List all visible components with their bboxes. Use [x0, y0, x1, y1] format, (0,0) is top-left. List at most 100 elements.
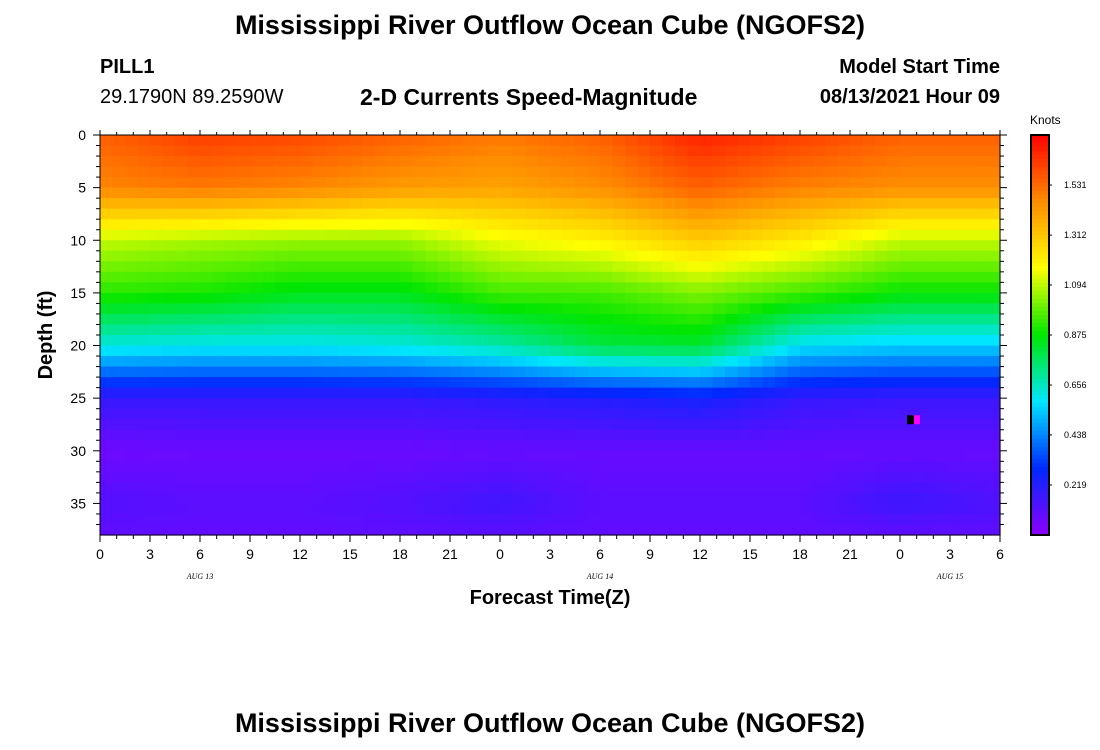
heatmap-cell	[687, 219, 701, 231]
heatmap-cell	[962, 377, 976, 389]
heatmap-cell	[687, 429, 701, 441]
heatmap-cell	[662, 461, 676, 473]
heatmap-cell	[725, 292, 739, 305]
heatmap-cell	[175, 461, 189, 473]
heatmap-cell	[562, 471, 576, 483]
heatmap-cell	[887, 419, 901, 431]
heatmap-cell	[650, 524, 664, 536]
heatmap-cell	[762, 208, 776, 220]
heatmap-cell	[375, 503, 389, 515]
heatmap-cell	[587, 513, 601, 526]
heatmap-cell	[200, 461, 214, 473]
heatmap-cell	[112, 229, 126, 241]
heatmap-cell	[887, 366, 901, 378]
heatmap-cell	[350, 240, 364, 252]
heatmap-cell	[612, 513, 626, 526]
heatmap-cell	[362, 366, 376, 378]
heatmap-cell	[725, 282, 739, 294]
heatmap-cell	[400, 177, 414, 189]
heatmap-cell	[525, 198, 539, 210]
heatmap-cell	[125, 482, 139, 494]
heatmap-cell	[375, 524, 389, 536]
heatmap-cell	[975, 187, 989, 199]
heatmap-cell	[437, 282, 451, 294]
heatmap-cell	[175, 335, 189, 347]
heatmap-cell	[112, 482, 126, 494]
heatmap-cell	[937, 261, 951, 273]
heatmap-cell	[275, 250, 289, 262]
heatmap-cell	[375, 219, 389, 231]
heatmap-cell	[425, 156, 439, 168]
heatmap-cell	[975, 366, 989, 378]
heatmap-cell	[587, 377, 601, 389]
heatmap-cell	[587, 524, 601, 536]
heatmap-cell	[562, 387, 576, 399]
heatmap-cell	[787, 492, 801, 505]
heatmap-cell	[650, 503, 664, 515]
heatmap-cell	[700, 208, 714, 220]
heatmap-cell	[650, 450, 664, 462]
heatmap-cell	[762, 282, 776, 294]
heatmap-cell	[312, 145, 326, 157]
heatmap-cell	[662, 292, 676, 305]
heatmap-cell	[675, 461, 689, 473]
heatmap-cell	[950, 377, 964, 389]
heatmap-cell	[200, 398, 214, 410]
heatmap-cell	[737, 356, 751, 368]
heatmap-cell	[912, 261, 926, 273]
heatmap-cell	[462, 324, 476, 336]
heatmap-cell	[925, 513, 939, 526]
heatmap-cell	[537, 366, 551, 378]
heatmap-cell	[237, 492, 251, 505]
heatmap-cell	[387, 313, 401, 326]
heatmap-cell	[162, 240, 176, 252]
heatmap-cell	[750, 524, 764, 536]
heatmap-cell	[400, 503, 414, 515]
heatmap-cell	[375, 492, 389, 505]
colorbar-cell	[1031, 391, 1049, 396]
heatmap-cell	[175, 482, 189, 494]
heatmap-cell	[412, 513, 426, 526]
heatmap-cell	[462, 440, 476, 452]
heatmap-cell	[875, 471, 889, 483]
heatmap-cell	[187, 282, 201, 294]
heatmap-cell	[237, 261, 251, 273]
heatmap-cell	[537, 461, 551, 473]
heatmap-cell	[575, 419, 589, 431]
heatmap-cell	[550, 440, 564, 452]
heatmap-cell	[350, 408, 364, 420]
heatmap-cell	[475, 250, 489, 262]
heatmap-cell	[162, 419, 176, 431]
x-axis-label: Forecast Time(Z)	[470, 587, 631, 609]
heatmap-cell	[975, 271, 989, 283]
heatmap-cell	[925, 229, 939, 241]
heatmap-cell	[512, 313, 526, 326]
heatmap-cell	[925, 208, 939, 220]
heatmap-cell	[662, 240, 676, 252]
heatmap-cell	[325, 324, 339, 336]
heatmap-cell	[937, 366, 951, 378]
heatmap-cell	[612, 429, 626, 441]
heatmap-cell	[400, 313, 414, 326]
heatmap-cell	[375, 208, 389, 220]
heatmap-cell	[737, 261, 751, 273]
heatmap-cell	[900, 482, 914, 494]
heatmap-cell	[812, 198, 826, 210]
heatmap-cell	[750, 461, 764, 473]
heatmap-cell	[150, 450, 164, 462]
heatmap-cell	[712, 292, 726, 305]
heatmap-cell	[887, 187, 901, 199]
heatmap-cell	[337, 345, 351, 357]
heatmap-cell	[650, 324, 664, 336]
heatmap-cell	[850, 503, 864, 515]
heatmap-cell	[875, 166, 889, 178]
heatmap-cell	[500, 398, 514, 410]
heatmap-cell	[762, 524, 776, 536]
heatmap-cell	[987, 177, 1001, 189]
heatmap-cell	[675, 429, 689, 441]
date-label: AUG 13	[186, 572, 213, 581]
heatmap-cell	[850, 261, 864, 273]
heatmap-cell	[187, 187, 201, 199]
heatmap-cell	[275, 503, 289, 515]
heatmap-cell	[725, 166, 739, 178]
